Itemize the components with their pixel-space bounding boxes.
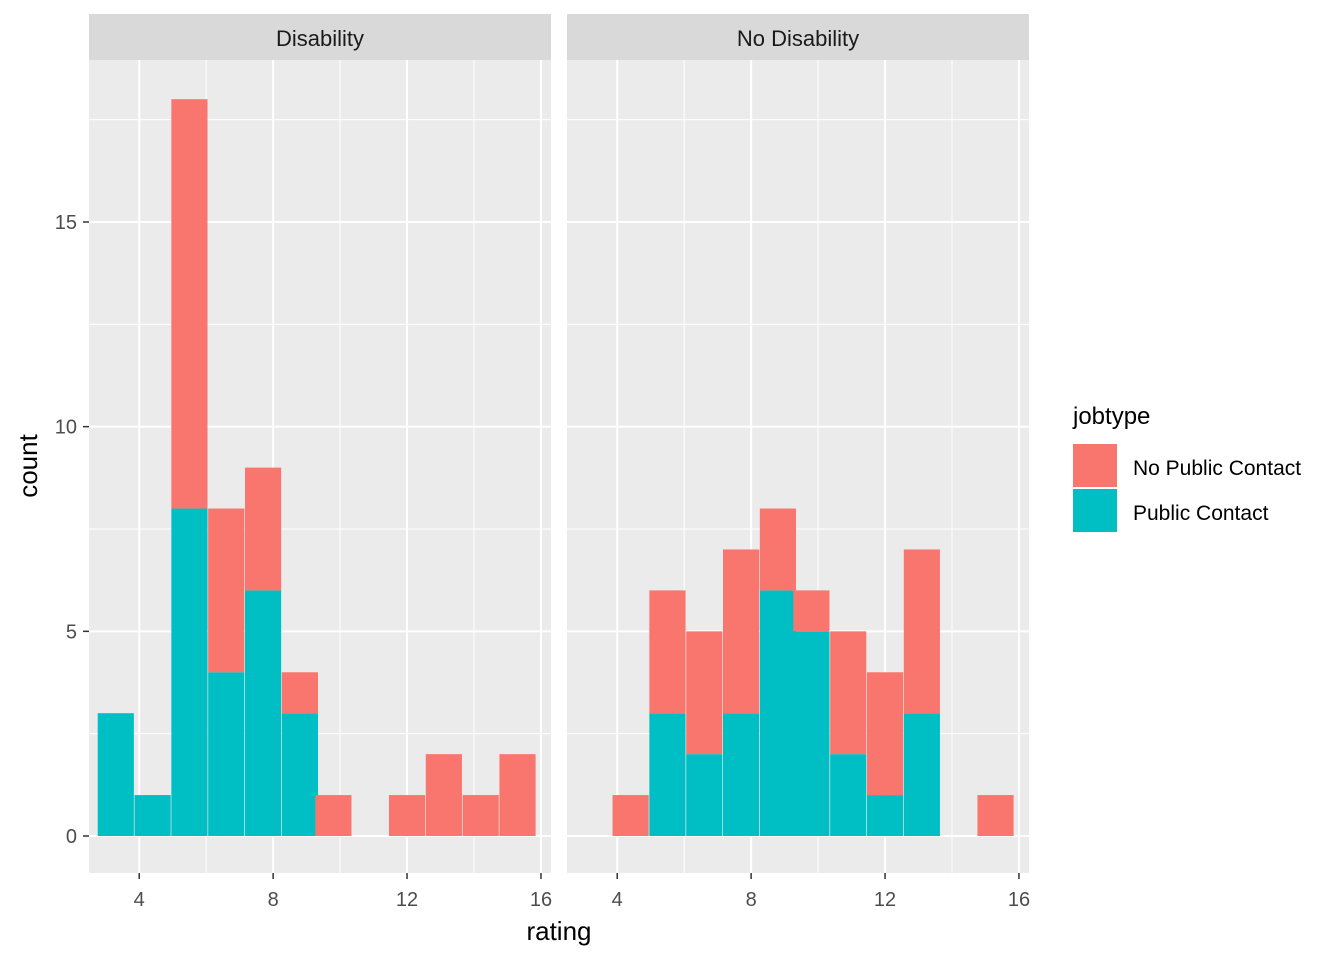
bar-public-contact	[649, 713, 686, 836]
bar-no-public-contact	[425, 754, 462, 836]
legend-key-0	[1073, 444, 1117, 487]
bar-no-public-contact	[793, 590, 830, 632]
facet-strip-label: No Disability	[737, 26, 859, 51]
bar-public-contact	[281, 713, 318, 836]
legend-key-1	[1073, 489, 1117, 532]
bar-public-contact	[208, 672, 245, 836]
x-tick-label: 8	[746, 889, 757, 911]
bar-public-contact	[866, 795, 904, 836]
bar-no-public-contact	[499, 754, 536, 836]
bar-no-public-contact	[281, 672, 318, 714]
y-tick-label: 5	[66, 621, 77, 643]
bar-no-public-contact	[208, 508, 245, 673]
bar-public-contact	[793, 631, 830, 836]
bar-no-public-contact	[830, 631, 867, 755]
x-axis-title: rating	[526, 916, 591, 946]
bar-public-contact	[97, 713, 134, 836]
y-tick-label: 10	[55, 417, 77, 439]
bar-no-public-contact	[759, 508, 796, 591]
legend: jobtype No Public Contact Public Contact	[1072, 403, 1301, 532]
y-tick-label: 15	[55, 212, 77, 234]
legend-label-0: No Public Contact	[1133, 457, 1301, 480]
bar-no-public-contact	[649, 590, 686, 714]
facet-panels: Disability 4 8 12 16 No Disability 4 8 12 16	[89, 14, 1030, 911]
bar-public-contact	[903, 713, 940, 836]
legend-title: jobtype	[1072, 403, 1150, 430]
bar-public-contact	[723, 713, 760, 836]
facet-strip-label: Disability	[276, 26, 364, 51]
x-tick-label: 12	[396, 889, 418, 911]
bar-no-public-contact	[866, 672, 904, 796]
x-tick-label: 16	[530, 889, 552, 911]
bar-no-public-contact	[388, 795, 426, 836]
bar-no-public-contact	[977, 795, 1014, 836]
bar-public-contact	[686, 754, 723, 836]
bar-public-contact	[245, 590, 282, 836]
bar-no-public-contact	[171, 99, 208, 509]
y-axis-title: count	[13, 433, 43, 497]
bar-public-contact	[830, 754, 867, 836]
bar-no-public-contact	[462, 795, 499, 836]
bar-public-contact	[134, 795, 171, 836]
x-tick-label: 12	[874, 889, 896, 911]
bar-no-public-contact	[612, 795, 649, 836]
y-tick-label: 0	[66, 826, 77, 848]
bar-no-public-contact	[315, 795, 352, 836]
panel-background	[89, 60, 551, 873]
facet-strip	[567, 14, 1029, 60]
x-tick-label: 4	[134, 889, 145, 911]
bar-public-contact	[171, 508, 208, 836]
legend-label-1: Public Contact	[1133, 502, 1269, 525]
facet-panel-0: Disability 4 8 12 16	[89, 14, 552, 911]
x-tick-label: 8	[268, 889, 279, 911]
bar-no-public-contact	[245, 467, 282, 591]
facet-panel-1: No Disability 4 8 12 16	[567, 14, 1030, 911]
y-axis: 0 5 10 15	[55, 212, 89, 848]
bar-no-public-contact	[723, 549, 760, 714]
bar-no-public-contact	[686, 631, 723, 755]
x-tick-label: 4	[612, 889, 623, 911]
bar-public-contact	[759, 590, 796, 836]
bar-no-public-contact	[903, 549, 940, 714]
facet-strip	[89, 14, 551, 60]
x-tick-label: 16	[1008, 889, 1030, 911]
